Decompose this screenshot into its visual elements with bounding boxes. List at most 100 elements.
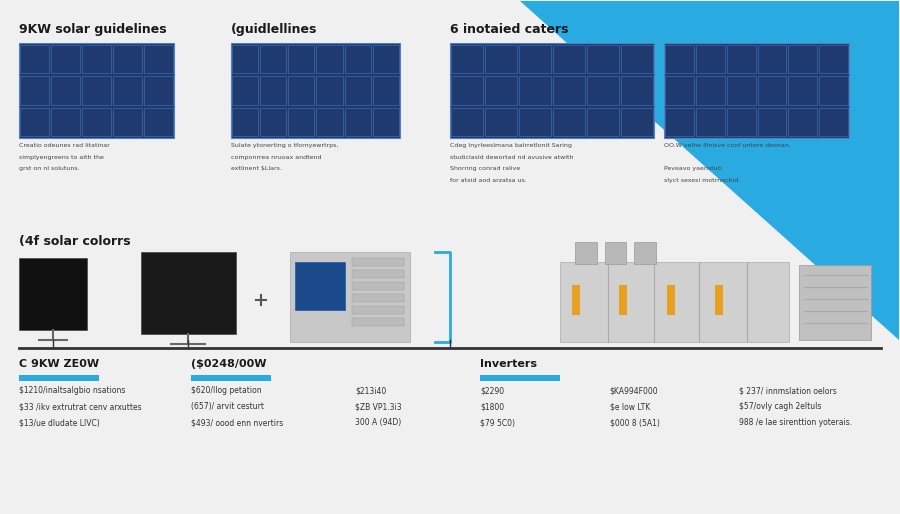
Bar [485, 107, 518, 136]
Text: $620/llog petation: $620/llog petation [191, 387, 261, 395]
Bar [696, 45, 725, 73]
Bar [82, 45, 111, 73]
Bar [352, 318, 404, 326]
Bar [485, 45, 518, 73]
Bar [450, 43, 654, 138]
Bar [788, 45, 817, 73]
Bar [144, 76, 173, 105]
Bar [587, 45, 619, 73]
Bar [519, 76, 551, 105]
Bar [485, 76, 518, 105]
Bar [21, 45, 50, 73]
Text: $ 237/ innmslation oelors: $ 237/ innmslation oelors [739, 387, 837, 395]
Bar [345, 45, 371, 73]
Bar [317, 76, 343, 105]
Text: $79 5C0): $79 5C0) [480, 418, 515, 427]
Bar [51, 76, 80, 105]
Bar [727, 107, 756, 136]
Text: $13/ue dludate LIVC): $13/ue dludate LIVC) [19, 418, 100, 427]
Bar [231, 45, 258, 73]
Bar [144, 45, 173, 73]
Text: $33 /ikv extrutrat cenv arxuttes: $33 /ikv extrutrat cenv arxuttes [19, 402, 142, 411]
Text: OO.W velhe llinisve coof untere deonan.: OO.W velhe llinisve coof untere deonan. [664, 142, 791, 148]
Text: (4f solar colorrs: (4f solar colorrs [19, 235, 131, 248]
Bar [113, 45, 142, 73]
Text: 988 /e lae sirenttion yoterais.: 988 /e lae sirenttion yoterais. [739, 418, 852, 427]
Text: $e low LTK: $e low LTK [609, 402, 650, 411]
Bar [667, 285, 675, 315]
Text: $KA994F000: $KA994F000 [609, 387, 658, 395]
Bar [113, 107, 142, 136]
Bar [572, 285, 580, 315]
Bar [554, 45, 585, 73]
Bar [345, 107, 371, 136]
Bar [819, 107, 848, 136]
Bar [619, 285, 627, 315]
Text: $ZB VP1.3i3: $ZB VP1.3i3 [356, 402, 402, 411]
Bar [587, 107, 619, 136]
Bar [352, 258, 404, 266]
Bar [352, 294, 404, 302]
Bar [696, 107, 725, 136]
Bar [727, 76, 756, 105]
Bar [560, 262, 789, 341]
Text: Shorring conrad ralive: Shorring conrad ralive [450, 167, 520, 172]
Text: extlinent $Llars.: extlinent $Llars. [230, 167, 282, 172]
Text: componrrea nruoax andtend: componrrea nruoax andtend [230, 155, 321, 159]
Bar [373, 107, 400, 136]
Text: $213i40: $213i40 [356, 387, 386, 395]
Text: Peveavo yaenstuti: Peveavo yaenstuti [664, 167, 722, 172]
Text: ($0248/00W: ($0248/00W [191, 359, 266, 370]
Bar [758, 107, 787, 136]
Bar [295, 262, 346, 310]
Bar [352, 270, 404, 278]
Bar [231, 107, 258, 136]
Bar [696, 76, 725, 105]
Bar [51, 107, 80, 136]
Text: studiclasld dewortad nd avusive atwith: studiclasld dewortad nd avusive atwith [450, 155, 573, 159]
Text: 9KW solar guidelines: 9KW solar guidelines [19, 23, 167, 36]
Text: $493/ oood enn nvertirs: $493/ oood enn nvertirs [191, 418, 284, 427]
Bar [819, 45, 848, 73]
Bar [317, 107, 343, 136]
Text: 300 A (94D): 300 A (94D) [356, 418, 401, 427]
Text: Cdeg Inyrleeslmana balrretlonit Saring: Cdeg Inyrleeslmana balrretlonit Saring [450, 142, 572, 148]
Bar [664, 43, 849, 138]
Text: $1210/inaltsalgbio nsations: $1210/inaltsalgbio nsations [19, 387, 126, 395]
Bar [605, 242, 626, 264]
Text: $1800: $1800 [480, 402, 504, 411]
Bar [799, 265, 870, 340]
Text: C 9KW ZE0W: C 9KW ZE0W [19, 359, 100, 370]
Text: for atxid aod arzatsa us.: for atxid aod arzatsa us. [450, 178, 526, 183]
Text: 6 inotaied caters: 6 inotaied caters [450, 23, 569, 36]
Bar [727, 45, 756, 73]
Bar [19, 258, 87, 329]
Bar [260, 76, 286, 105]
Bar [587, 76, 619, 105]
Bar [191, 375, 271, 381]
Text: slyct sexesi motrnechid.: slyct sexesi motrnechid. [664, 178, 741, 183]
Bar [373, 76, 400, 105]
Text: grst on nl solutuns.: grst on nl solutuns. [19, 167, 80, 172]
Bar [291, 252, 410, 341]
Bar [665, 107, 694, 136]
Bar [19, 43, 174, 138]
Bar [51, 45, 80, 73]
Bar [288, 45, 314, 73]
Bar [451, 107, 483, 136]
Bar [19, 375, 99, 381]
Bar [451, 76, 483, 105]
Bar [21, 76, 50, 105]
Text: $57/ovly cagh 2eltuls: $57/ovly cagh 2eltuls [739, 402, 822, 411]
Bar [480, 375, 560, 381]
Text: (guidlellines: (guidlellines [230, 23, 317, 36]
Bar [352, 282, 404, 290]
Bar [716, 285, 724, 315]
Bar [519, 45, 551, 73]
Text: Inverters: Inverters [480, 359, 537, 370]
Bar [665, 45, 694, 73]
Bar [665, 76, 694, 105]
Bar [345, 76, 371, 105]
Bar [819, 76, 848, 105]
Bar [758, 45, 787, 73]
